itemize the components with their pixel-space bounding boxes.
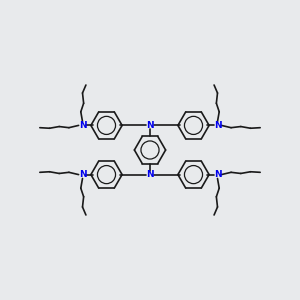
Text: N: N [214,170,221,179]
Text: N: N [146,121,154,130]
Text: N: N [146,170,154,179]
Text: N: N [214,121,221,130]
Text: N: N [79,121,86,130]
Text: N: N [79,170,86,179]
